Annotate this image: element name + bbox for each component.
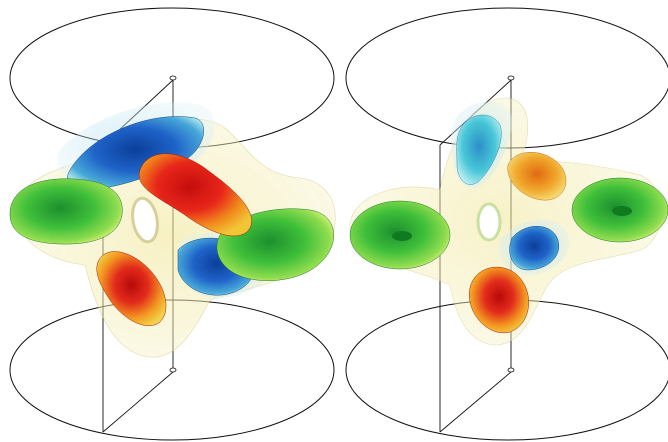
left-bottom-marker (169, 367, 177, 373)
right-blue-lobe (509, 226, 560, 271)
right-central-hole (476, 202, 502, 242)
right-green-disk-left-core (392, 231, 412, 241)
right-orange-lobe (507, 152, 567, 201)
left-panel (9, 7, 336, 441)
left-top-marker (169, 75, 177, 81)
right-green-disk-right-core (612, 206, 632, 216)
right-panel (345, 7, 668, 441)
left-central-hole (131, 196, 159, 244)
right-bottom-marker (507, 367, 515, 373)
left-red-lobe-upper (138, 153, 252, 237)
left-red-lobe-lower (96, 251, 167, 326)
right-red-lobe (469, 266, 529, 334)
right-cyan-lobe-upper (456, 114, 502, 185)
right-top-marker (507, 75, 515, 81)
left-green-arm-left (9, 178, 123, 245)
